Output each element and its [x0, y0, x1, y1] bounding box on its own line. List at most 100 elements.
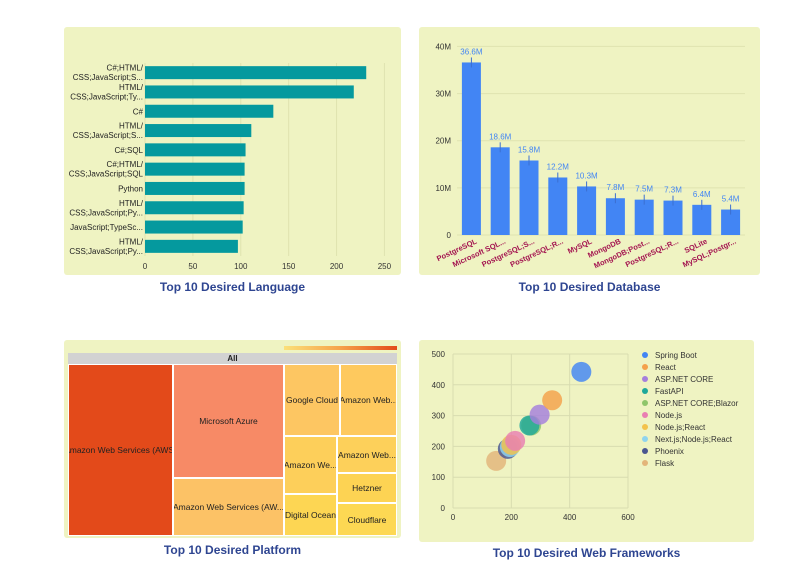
treemap-tile[interactable]: Cloudflare — [337, 503, 397, 536]
data-label: 12.2M — [547, 162, 570, 171]
x-tick-label: 50 — [188, 262, 197, 271]
x-tick-label: 250 — [378, 262, 392, 271]
legend-label: Node.js — [655, 411, 682, 420]
data-label: 10.3M — [575, 171, 598, 180]
database-bar — [577, 186, 597, 235]
treemap-tile[interactable]: Amazon We... — [284, 436, 337, 494]
database-panel: 0 10M 20M 30M 40M 36.6M PostgreSQL 18.6M Microso… — [419, 27, 760, 275]
treemap-tile[interactable]: Amazon Web... — [340, 364, 397, 436]
category-label: HTML/CSS;JavaScript;Py... — [69, 199, 143, 218]
scatter-point — [529, 404, 550, 425]
legend-swatch — [642, 436, 648, 442]
platform-treemap: Amazon Web Services (AWS) Microsoft Azure… — [68, 364, 397, 536]
legend-label: React — [655, 363, 677, 372]
data-label: 5.4M — [722, 195, 740, 204]
legend-label: ASP.NET CORE;Blazor — [655, 399, 739, 408]
scatter-point — [542, 390, 563, 411]
treemap-tile-label: Amazon Web Services (AWS) — [68, 445, 173, 455]
x-tick-label: 100 — [234, 262, 248, 271]
legend-swatch — [642, 388, 648, 394]
language-chart-caption: Top 10 Desired Language — [159, 280, 306, 294]
legend-swatch — [642, 448, 648, 454]
treemap-tile-label: Amazon Web... — [338, 449, 396, 460]
category-label: HTML/CSS;JavaScript;Ty... — [70, 83, 144, 102]
language-bar — [145, 104, 274, 118]
scatter-point — [505, 430, 526, 451]
category-label: C#;HTML/CSS;JavaScript;SQL — [69, 160, 144, 179]
database-bar — [461, 62, 481, 236]
treemap-tile-label: Hetzner — [352, 483, 382, 493]
treemap-tile-label: Microsoft Azure — [199, 416, 258, 426]
legend-swatch — [642, 376, 648, 382]
legend-swatch — [642, 400, 648, 406]
y-tick-label: 100 — [432, 473, 446, 482]
language-bar-chart: 0 50 100 150 200 250 C#;HTML/CSS;JavaScript;S.… — [69, 63, 392, 271]
database-bar — [692, 204, 712, 235]
language-bar — [145, 124, 252, 138]
platform-chart-caption: Top 10 Desired Platform — [163, 543, 302, 557]
language-bar — [145, 143, 246, 157]
data-label: 36.6M — [460, 47, 483, 56]
data-label: 7.8M — [607, 183, 625, 192]
treemap-tile[interactable]: Digital Ocean — [284, 494, 337, 536]
x-tick-label: 0 — [143, 262, 148, 271]
treemap-tile[interactable]: Microsoft Azure — [173, 364, 284, 478]
treemap-tile[interactable]: Amazon Web Services (AWS) — [68, 364, 173, 536]
legend-label: Next.js;Node.js;React — [655, 435, 733, 444]
language-bar — [145, 66, 367, 80]
language-bar — [145, 85, 354, 99]
treemap-tile[interactable]: Amazon Web... — [337, 436, 397, 473]
database-bar — [663, 200, 683, 235]
treemap-root-label: All — [227, 354, 238, 363]
x-tick-label: 200 — [505, 513, 519, 522]
treemap-tile-label: Cloudflare — [347, 514, 387, 525]
y-tick-label: 40M — [435, 42, 451, 51]
database-bar — [605, 198, 625, 235]
category-label: HTML/CSS;JavaScript;S... — [73, 122, 144, 141]
y-tick-label: 400 — [432, 381, 446, 390]
legend-label: FastAPI — [655, 387, 683, 396]
y-tick-label: 0 — [441, 504, 446, 513]
frameworks-panel: 0 100 200 300 400 500 0 200 400 600 Spring Boot Rea… — [419, 340, 754, 542]
y-tick-label: 20M — [435, 137, 451, 146]
legend-swatch — [642, 352, 648, 358]
category-label: C#;HTML/CSS;JavaScript;S... — [73, 64, 144, 83]
y-tick-label: 30M — [435, 90, 451, 99]
x-tick-label: 150 — [282, 262, 296, 271]
treemap-tile-label: Amazon Web Services (AW... — [173, 502, 284, 512]
data-label: 7.5M — [635, 185, 653, 194]
language-bar — [145, 201, 244, 215]
category-label: C# — [133, 107, 144, 116]
data-label: 15.8M — [518, 146, 541, 155]
treemap-root-bar[interactable]: All — [68, 353, 397, 364]
database-bar — [634, 199, 654, 235]
treemap-tile-label: Amazon We... — [284, 460, 337, 470]
treemap-tile[interactable]: Amazon Web Services (AW... — [173, 478, 284, 536]
category-label: HTML/CSS;JavaScript;Py... — [69, 237, 143, 256]
database-bar — [490, 147, 510, 235]
treemap-tile-label: Digital Ocean — [284, 510, 337, 520]
y-tick-label: 500 — [432, 350, 446, 359]
data-label: 18.6M — [489, 132, 512, 141]
legend-label: Spring Boot — [655, 351, 698, 360]
legend-swatch — [642, 412, 648, 418]
legend-label: Phoenix — [655, 447, 684, 456]
y-tick-label: 10M — [435, 184, 451, 193]
x-tick-label: 400 — [563, 513, 577, 522]
legend-swatch — [642, 364, 648, 370]
scatter-point — [571, 361, 592, 382]
treemap-tile-label: Amazon Web... — [340, 395, 397, 405]
language-bar — [145, 239, 238, 253]
treemap-tile[interactable]: Hetzner — [337, 473, 397, 503]
legend-label: Flask — [655, 459, 675, 468]
y-tick-label: 200 — [432, 442, 446, 451]
legend-label: ASP.NET CORE — [655, 375, 713, 384]
treemap-tile[interactable]: Google Cloud — [284, 364, 340, 436]
language-panel: 0 50 100 150 200 250 C#;HTML/CSS;JavaScript;S.… — [64, 27, 401, 275]
database-bar — [548, 177, 568, 235]
data-label: 6.4M — [693, 190, 711, 199]
y-tick-label: 300 — [432, 412, 446, 421]
category-label: Python — [118, 184, 143, 193]
legend-label: Node.js;React — [655, 423, 706, 432]
frameworks-scatter-chart: 0 100 200 300 400 500 0 200 400 600 Spring Boot Rea… — [432, 350, 739, 522]
